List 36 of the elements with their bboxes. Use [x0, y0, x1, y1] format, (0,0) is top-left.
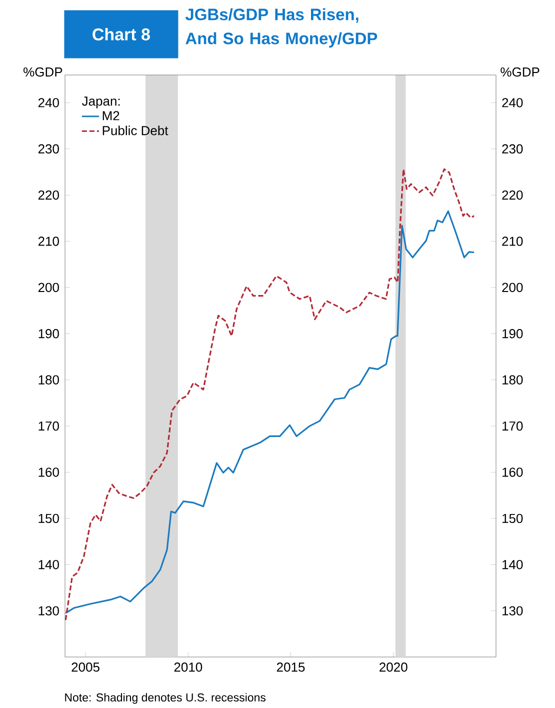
y-tick-label: 230 — [38, 144, 59, 154]
y2-tick-label: 150 — [502, 514, 523, 524]
x-tick-label: 2020 — [380, 662, 408, 672]
legend-label: Public Debt — [102, 126, 168, 136]
y-tick-label: 220 — [38, 190, 59, 200]
y2-tick-label: 140 — [502, 560, 523, 570]
y2-tick-label: 200 — [502, 282, 523, 292]
caption: Chart 8 — [92, 28, 150, 40]
y2-tick-label: 180 — [502, 375, 523, 384]
y2-tick-label: 210 — [502, 236, 523, 246]
y2-tick-label: 130 — [502, 606, 523, 616]
y-tick-label: 240 — [38, 98, 59, 108]
y-tick-label: 130 — [38, 606, 59, 616]
x-tick-label: 2005 — [72, 662, 100, 672]
y-tick-label: 150 — [38, 514, 59, 524]
chart-title: JGBs/GDP Has Risen, And So Has Money/GDP — [185, 8, 378, 48]
text: Note: Shading denotes U.S. recessions — [65, 693, 266, 704]
y2-tick-label: 160 — [502, 468, 523, 477]
y-tick-label: 180 — [38, 375, 59, 384]
legend-label: M2 — [102, 111, 120, 120]
y-tick-label: 170 — [38, 421, 59, 431]
x-tick-label: 2010 — [174, 662, 202, 672]
y2-tick-label: 190 — [502, 329, 523, 338]
y-tick-label: 200 — [38, 282, 59, 292]
legend-title: Japan: — [82, 96, 120, 108]
y-tick-label: 190 — [38, 329, 59, 338]
y2-tick-label: 220 — [502, 190, 523, 200]
y2-axis-title: %GDP — [500, 67, 540, 77]
y-tick-label: 140 — [38, 560, 59, 570]
y2-tick-label: 230 — [502, 144, 523, 154]
y2-tick-label: 240 — [502, 98, 523, 108]
y-axis-title: %GDP — [24, 67, 62, 77]
y-tick-label: 210 — [38, 236, 59, 246]
y2-tick-label: 170 — [502, 421, 523, 431]
y-tick-label: 160 — [38, 468, 59, 477]
x-tick-label: 2015 — [276, 662, 305, 672]
